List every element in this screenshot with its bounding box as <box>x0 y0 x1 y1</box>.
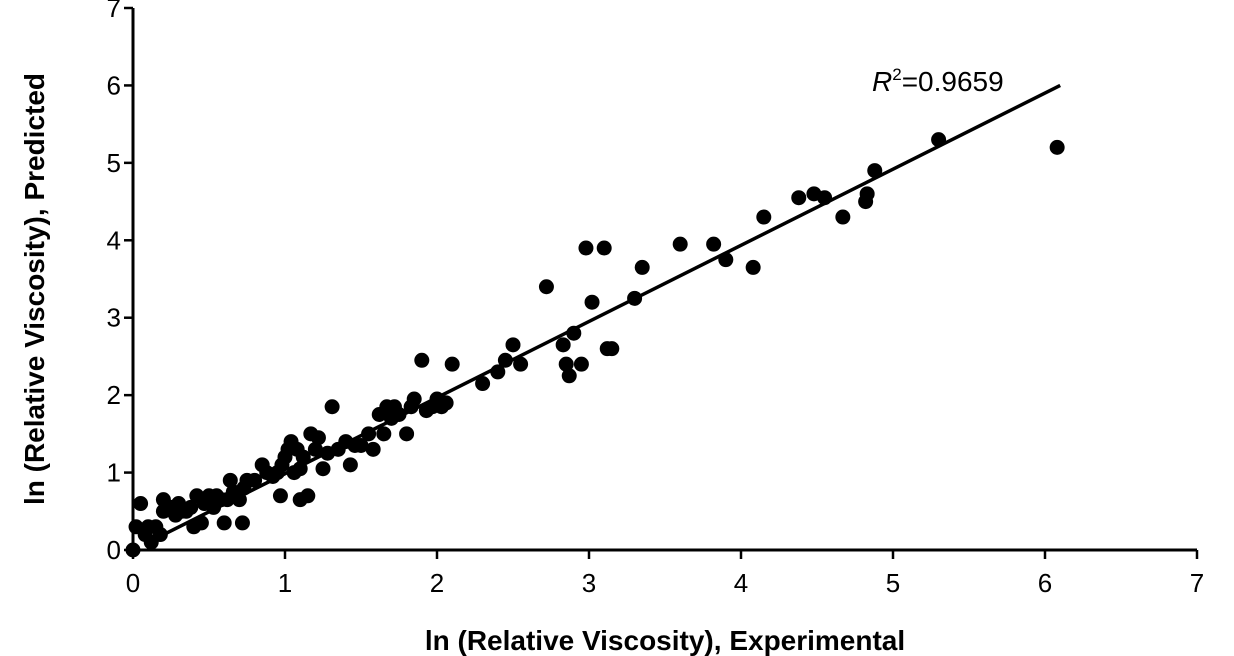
data-point <box>555 337 571 353</box>
y-tick-label: 5 <box>107 148 121 178</box>
data-point <box>216 515 232 531</box>
data-point <box>365 441 381 457</box>
r-squared-annotation: R2=0.9659 <box>872 65 1004 97</box>
x-tick-label: 3 <box>582 568 596 598</box>
x-tick-label: 4 <box>734 568 748 598</box>
data-point <box>756 209 772 225</box>
x-ticks: 0 1 2 3 4 5 6 7 <box>126 550 1204 598</box>
y-tick-label: 2 <box>107 380 121 410</box>
r-squared-symbol: R <box>872 66 892 97</box>
data-point <box>835 209 851 225</box>
data-point <box>353 437 369 453</box>
y-tick-label: 6 <box>107 70 121 100</box>
data-point <box>566 325 582 341</box>
y-tick-label: 7 <box>107 0 121 23</box>
data-point <box>538 279 554 295</box>
data-point <box>324 399 340 415</box>
data-point <box>497 352 513 368</box>
data-point <box>315 461 331 477</box>
data-point <box>414 352 430 368</box>
data-points-layer <box>125 132 1065 558</box>
data-point <box>672 236 688 252</box>
data-point <box>596 240 612 256</box>
data-point <box>222 472 238 488</box>
data-point <box>444 356 460 372</box>
data-point <box>399 426 415 442</box>
x-tick-label: 6 <box>1038 568 1052 598</box>
regression-line <box>147 83 1061 544</box>
data-point <box>272 488 288 504</box>
x-tick-label: 7 <box>1190 568 1204 598</box>
data-point <box>604 341 620 357</box>
data-point <box>859 186 875 202</box>
x-tick-label: 1 <box>278 568 292 598</box>
data-point <box>376 426 392 442</box>
data-point <box>573 356 589 372</box>
data-point <box>867 163 883 179</box>
data-point <box>578 240 594 256</box>
data-point <box>133 496 149 512</box>
data-point <box>361 426 377 442</box>
data-point <box>475 376 491 392</box>
data-point <box>292 461 308 477</box>
data-point <box>342 457 358 473</box>
data-point <box>234 515 250 531</box>
data-point <box>231 492 247 508</box>
data-point <box>438 395 454 411</box>
x-tick-label: 0 <box>126 568 140 598</box>
data-point <box>310 430 326 446</box>
data-point <box>745 259 761 275</box>
data-point <box>558 356 574 372</box>
data-point <box>706 236 722 252</box>
data-point <box>791 190 807 206</box>
data-point <box>931 132 947 148</box>
y-tick-label: 3 <box>107 303 121 333</box>
data-point <box>718 252 734 268</box>
fit-line-layer <box>147 83 1061 544</box>
data-point <box>193 515 209 531</box>
data-point <box>406 391 422 407</box>
y-axis-title: ln (Relative Viscosity), Predicted <box>19 73 50 505</box>
data-point <box>505 337 521 353</box>
axes-layer <box>131 8 1197 552</box>
data-point <box>391 407 407 422</box>
data-point <box>307 441 323 457</box>
data-point <box>584 294 600 310</box>
y-tick-label: 1 <box>107 458 121 488</box>
r-squared-value: =0.9659 <box>902 66 1004 97</box>
y-ticks: 0 1 2 3 4 5 6 7 <box>107 0 133 565</box>
data-point <box>513 356 529 372</box>
data-point <box>295 449 311 465</box>
y-tick-label: 0 <box>107 535 121 565</box>
data-point <box>247 472 263 488</box>
r-squared-exponent: 2 <box>892 65 901 84</box>
x-tick-label: 5 <box>886 568 900 598</box>
x-tick-label: 2 <box>430 568 444 598</box>
x-axis-title: ln (Relative Viscosity), Experimental <box>425 625 905 656</box>
data-point <box>627 290 643 306</box>
data-point <box>300 488 316 504</box>
data-point <box>634 259 650 275</box>
data-point <box>152 527 168 543</box>
data-point <box>561 368 577 384</box>
data-point <box>183 499 199 515</box>
data-point <box>490 364 506 380</box>
data-point <box>1049 139 1065 155</box>
y-tick-label: 4 <box>107 225 121 255</box>
data-point <box>817 190 833 206</box>
